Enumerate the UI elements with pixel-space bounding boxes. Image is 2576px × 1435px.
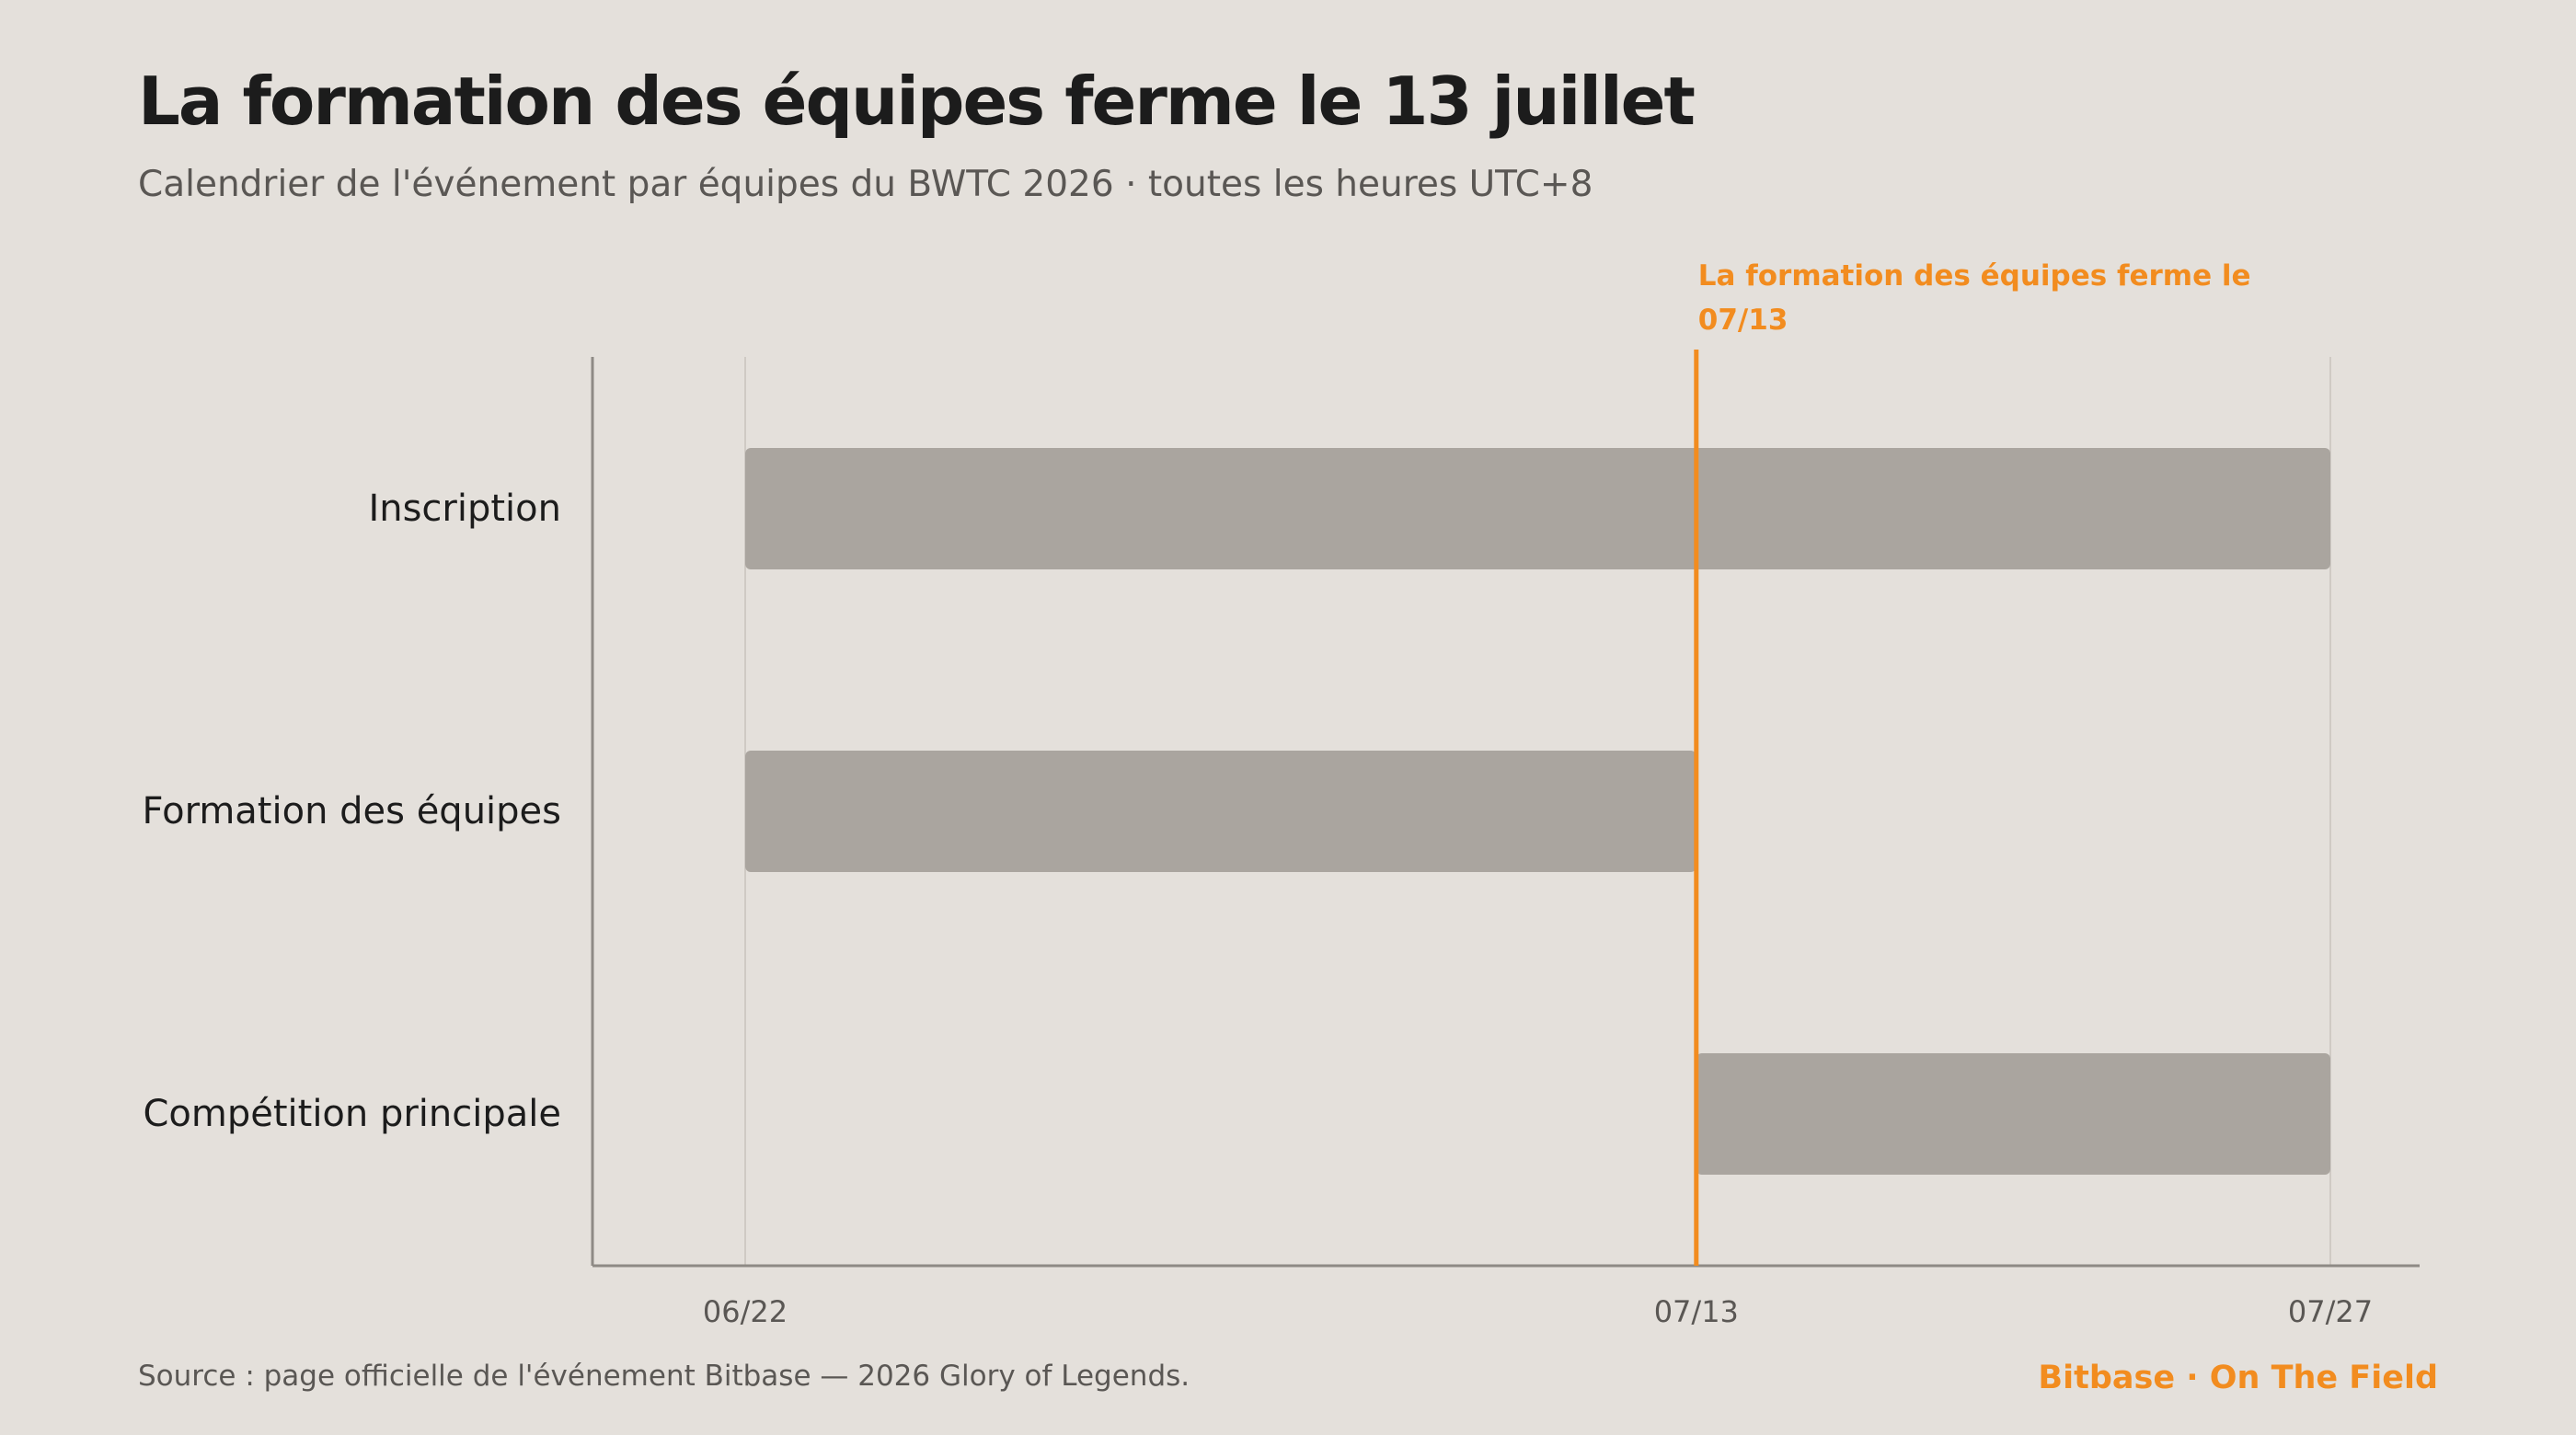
task-label-2: Compétition principale: [143, 1093, 561, 1135]
brand-label: Bitbase · On The Field: [2038, 1360, 2438, 1396]
task-bar-2: [1696, 1053, 2330, 1175]
x-tick-label-1: 07/13: [1654, 1294, 1739, 1329]
x-tick-label-2: 07/27: [2288, 1294, 2373, 1329]
task-bar-1: [745, 751, 1696, 872]
source-note: Source : page officielle de l'événement …: [138, 1360, 1190, 1393]
deadline-annotation-line2: 07/13: [1698, 304, 1788, 337]
task-bar-0: [745, 448, 2330, 569]
x-tick-label-0: 06/22: [703, 1294, 788, 1329]
deadline-annotation-line1: La formation des équipes ferme le: [1698, 259, 2251, 293]
chart-title: La formation des équipes ferme le 13 jui…: [138, 63, 1696, 140]
task-label-0: Inscription: [368, 488, 561, 530]
task-label-1: Formation des équipes: [143, 790, 561, 832]
chart-subtitle: Calendrier de l'événement par équipes du…: [138, 164, 1593, 205]
